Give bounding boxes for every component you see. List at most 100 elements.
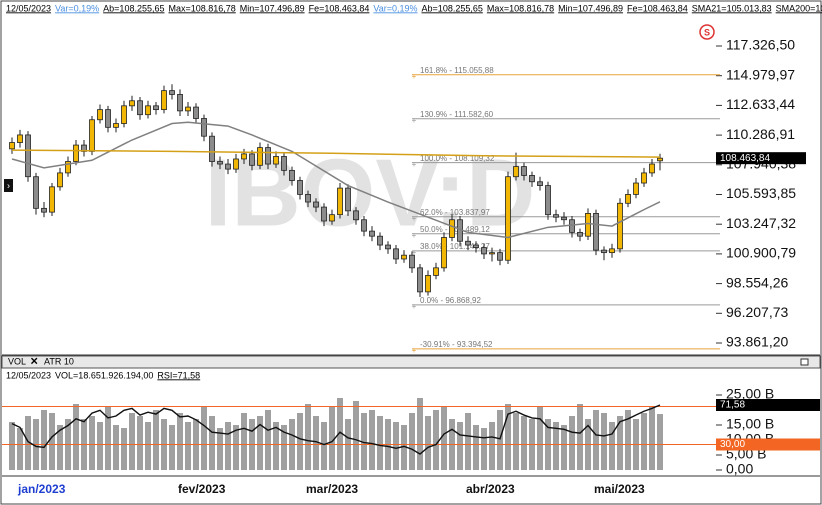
candle-body	[121, 105, 127, 124]
volume-bar	[297, 413, 303, 470]
candle-body	[193, 106, 199, 119]
header-item: Fe=108.463,84	[309, 3, 370, 13]
volume-bar	[57, 425, 63, 470]
candle-body	[169, 90, 175, 95]
volume-bar	[241, 413, 247, 470]
volume-bar	[137, 416, 143, 470]
volume-bar	[185, 422, 191, 470]
volume-bar	[625, 410, 631, 470]
candle-body	[489, 252, 495, 255]
candle-body	[553, 214, 559, 218]
volume-bar	[457, 422, 463, 470]
volume-bar	[553, 422, 559, 470]
volume-bar	[49, 413, 55, 470]
volume-bar	[657, 414, 663, 470]
candle-body	[41, 207, 47, 213]
volume-bar	[417, 398, 423, 470]
candle-body	[393, 248, 399, 260]
header-item: SMA200=10	[776, 3, 822, 13]
candle-body	[617, 202, 623, 250]
y-tick-label: 103.247,32	[726, 215, 796, 231]
fib-label: 130.9% - 111.582,60	[420, 110, 494, 119]
tab-close[interactable]: ✕	[30, 357, 38, 368]
candle-body	[473, 244, 479, 248]
candle-body	[73, 144, 79, 162]
candle-body	[441, 237, 447, 269]
panel-info: 12/05/2023	[6, 370, 51, 380]
panel-tab[interactable]: ATR 10	[44, 356, 74, 366]
panel-tab[interactable]: VOL	[8, 356, 26, 366]
fib-label: -30.91% - 93.394,52	[420, 340, 493, 349]
fib-plus: +	[412, 248, 417, 257]
candle-body	[601, 249, 607, 254]
x-tick-label: jan/2023	[17, 482, 66, 496]
header-item: Max=108.816,78	[487, 3, 554, 13]
candle-body	[89, 119, 95, 152]
volume-bar	[401, 425, 407, 470]
candle-body	[425, 275, 431, 293]
y-tick-label: 98.554,26	[726, 274, 788, 290]
candle-body	[225, 163, 231, 170]
candle-body	[465, 240, 471, 246]
header-item: Var=0,19%	[373, 3, 417, 13]
candle-body	[633, 182, 639, 195]
header-item: 12/05/2023	[6, 3, 51, 13]
fib-label: 62.0% - 103.837,97	[420, 208, 490, 217]
fib-plus: +	[412, 302, 417, 311]
rsi-level-box	[716, 438, 820, 451]
rsi-current-label: 71,58	[720, 400, 745, 411]
volume-bar	[305, 404, 311, 470]
volume-bar	[169, 425, 175, 470]
y-tick-label: 96.207,73	[726, 304, 788, 320]
volume-bar	[465, 413, 471, 470]
candle-body	[249, 153, 255, 166]
volume-bar	[41, 410, 47, 470]
header-item: Ab=108.255,65	[422, 3, 483, 13]
candle-body	[113, 123, 119, 128]
candle-body	[105, 109, 111, 128]
header-item: SMA21=105.013,83	[692, 3, 772, 13]
expand-arrow[interactable]	[4, 179, 13, 192]
volume-bar	[569, 416, 575, 470]
volume-bar	[105, 407, 111, 470]
maximize-button[interactable]	[800, 358, 809, 366]
candle-body	[145, 105, 151, 116]
candle-body	[313, 201, 319, 208]
candle-body	[257, 147, 263, 166]
volume-bar	[97, 422, 103, 470]
y-tick-label: 100.900,79	[726, 245, 796, 261]
volume-bar	[601, 413, 607, 470]
header-item: Ab=108.255,65	[103, 3, 164, 13]
candle-body	[369, 230, 375, 237]
volume-bar	[497, 410, 503, 470]
candle-body	[25, 134, 31, 178]
candle-body	[585, 213, 591, 237]
y-tick-label: 93.861,20	[726, 334, 788, 350]
volume-bar	[393, 422, 399, 470]
candle-body	[217, 161, 223, 165]
volume-bar	[121, 428, 127, 470]
candle-body	[289, 169, 295, 181]
volume-bar	[473, 425, 479, 470]
fib-plus: +	[412, 214, 417, 223]
candle-body	[329, 214, 335, 222]
candle-body	[385, 244, 391, 250]
x-tick-label: mai/2023	[594, 482, 645, 496]
candle-body	[481, 247, 487, 255]
candle-body	[577, 231, 583, 237]
volume-bar	[153, 410, 159, 470]
volume-bar	[89, 416, 95, 470]
fib-plus: +	[412, 231, 417, 240]
rsi-current-box	[716, 398, 820, 411]
volume-bar	[329, 407, 335, 470]
header-item: Var=0,19%	[55, 3, 99, 13]
candle-body	[57, 172, 63, 188]
volume-bar	[641, 413, 647, 470]
candle-body	[497, 252, 503, 261]
fib-plus: +	[412, 346, 417, 355]
fib-label: 0.0% - 96.868,92	[420, 296, 481, 305]
logo	[699, 24, 715, 40]
candle-body	[265, 147, 271, 165]
fib-plus: +	[412, 160, 417, 169]
